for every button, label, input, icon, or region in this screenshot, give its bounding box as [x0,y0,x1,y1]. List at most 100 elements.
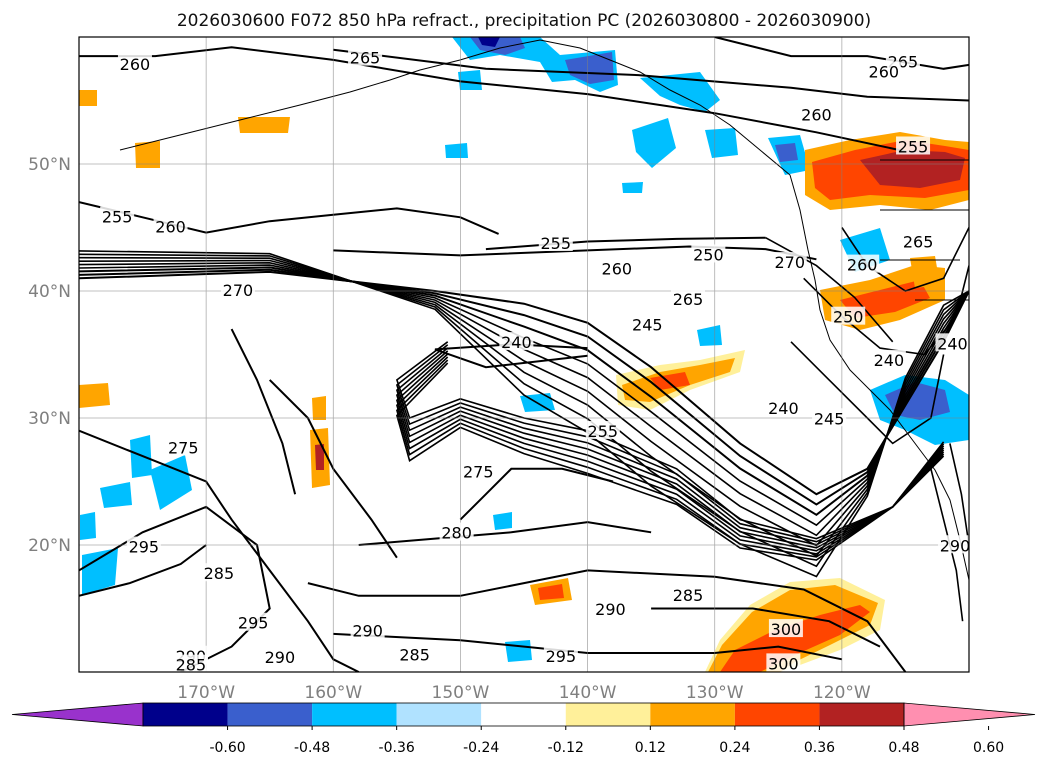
contour-label-bg [585,420,620,439]
contour-label: 255 [541,234,572,253]
precip-darkblue-area [775,143,798,162]
colorbar-segment [481,703,566,726]
contour-label-bg [845,254,880,273]
contour-line [485,236,766,251]
contour-line [333,632,843,661]
coastline-north-america [119,39,969,581]
contour-label: 275 [463,463,494,482]
precip-blue-area [493,512,512,530]
colorbar-segment [143,703,228,726]
x-tick-label: 160°W [304,683,362,703]
contour-label: 265 [903,233,934,252]
contour-label-bg [871,349,906,368]
x-tick-label: 120°W [813,683,871,703]
colorbar-tick-label: -0.12 [548,740,584,756]
x-axis-tick-labels: 170°W 160°W 150°W 140°W 130°W 120°W [177,683,871,703]
contour-label-bg [236,612,271,631]
contour-label-bg [938,535,973,554]
colorbar-extend-high [903,702,1036,727]
contour-label-bg [772,252,807,271]
precip-blue-area [505,640,532,662]
precip-red-area [538,584,564,600]
contour-label-bg [766,398,801,417]
contour-line [79,264,969,527]
contour-label-bg [671,584,706,603]
contour-label: 255 [102,207,133,226]
contour-label-bg [201,563,236,582]
contour-label-bg [538,233,573,252]
x-tick-label: 140°W [559,683,617,703]
contour-label-bg [691,244,726,263]
colorbar-segment [227,703,313,726]
contour-label-bg [766,653,801,672]
contour-line [651,607,881,648]
x-tick-label: 130°W [686,683,744,703]
precip-orange-area [238,117,290,133]
contour-label: 300 [768,654,799,673]
precip-red-area [720,605,870,672]
contour-line [79,270,969,496]
contour-label-bg [935,333,970,352]
contour-line [765,236,894,343]
contour-label-bg [901,231,936,250]
contour-label-bg [350,620,385,639]
contour-label: 240 [874,351,905,370]
contour-label-bg [439,522,474,541]
precip-blue-area [632,118,676,168]
contour-label-bg [768,619,803,638]
contour-label: 295 [129,538,160,557]
precip-orange-area [135,141,160,168]
contour-label: 250 [833,308,864,327]
contour-label: 245 [632,315,663,334]
contour-label: 265 [673,290,704,309]
contour-label-bg [173,654,208,673]
colorbar-tick-label: -0.36 [379,740,415,756]
contour-line [79,259,969,547]
y-tick-label: 30°N [28,409,71,429]
contour-label: 260 [120,55,151,74]
contour-label-bg [896,136,931,155]
contour-label-bg [262,647,297,666]
contour-label: 295 [238,614,269,633]
contour-line [434,343,588,369]
contour-label: 265 [350,49,381,68]
contour-label-bg [799,104,834,123]
contour-label-bg [543,645,578,664]
precip-blue-area [100,482,132,508]
contour-label: 245 [814,409,845,428]
contour-line [79,261,969,537]
contour-label-bg [461,461,496,480]
contour-line [358,521,652,546]
plot-frame [78,36,970,673]
contour-label: 290 [595,600,626,619]
contour-label-bg [671,288,706,307]
coastlines [119,39,969,581]
contour-label: 275 [168,438,199,457]
colorbar-segment [650,703,735,726]
contour-label: 260 [801,106,832,125]
colorbar: -0.60 -0.48 -0.36 -0.24 -0.12 0.12 0.24 0.36 0.4… [11,702,1036,756]
contour-label-bg [117,53,152,72]
precip-blue-area [80,512,96,540]
colorbar-frame [142,702,905,727]
precip-red-area [650,372,690,390]
colorbar-tick-label: -0.24 [463,740,499,756]
colorbar-tick-label: 0.48 [888,740,919,756]
contour-label: 260 [869,63,900,82]
contour-label-bg [153,216,188,235]
precip-orange-area [312,396,326,420]
contour-line [790,341,945,445]
precip-orange-area [910,256,940,288]
colorbar-tick-label: 0.12 [635,740,666,756]
colorbar-tick-label: 0.24 [719,740,750,756]
contour-line [333,245,817,261]
x-tick-label: 150°W [432,683,490,703]
contour-line [79,250,969,578]
contour-line [714,37,969,70]
contour-label-bg [599,258,634,277]
contour-label: 280 [441,524,472,543]
precip-blue-area [445,143,468,158]
contour-label: 240 [937,334,968,353]
contour-label: 260 [155,218,186,237]
colorbar-tick-label: -0.60 [209,740,245,756]
